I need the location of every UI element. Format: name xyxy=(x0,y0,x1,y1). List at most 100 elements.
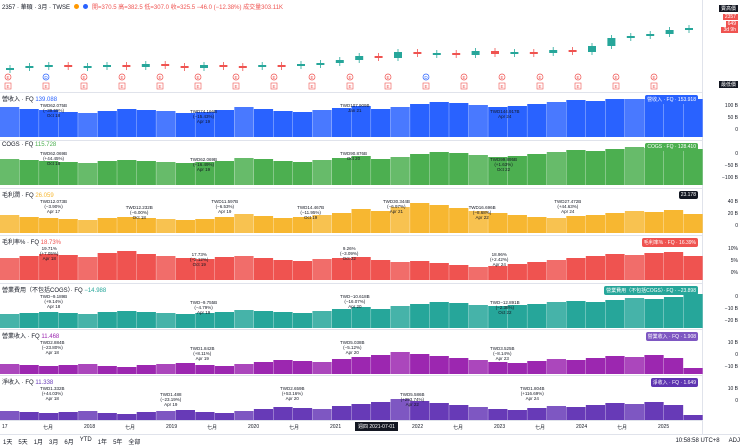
pane-bar[interactable] xyxy=(663,210,684,233)
pane-bar[interactable] xyxy=(410,401,430,420)
pane-bar[interactable] xyxy=(468,267,488,280)
pane-bar[interactable] xyxy=(390,399,410,420)
pane-bar[interactable] xyxy=(605,149,625,185)
range-button[interactable]: 1年 xyxy=(97,439,108,446)
pane-bar[interactable] xyxy=(507,410,527,420)
adj-toggle[interactable]: ADJ xyxy=(728,438,740,444)
pane-bar[interactable] xyxy=(488,266,508,280)
pane-bar[interactable] xyxy=(253,409,274,420)
pane-bar[interactable] xyxy=(449,405,469,420)
pane-bar[interactable] xyxy=(546,406,567,420)
pane-bar[interactable] xyxy=(292,261,313,280)
pane-bar[interactable] xyxy=(214,413,235,420)
pane-bar[interactable] xyxy=(234,158,254,185)
pane-bar[interactable] xyxy=(78,314,98,328)
pane-bar[interactable] xyxy=(19,365,39,374)
pane-bar[interactable] xyxy=(175,113,195,137)
earnings-flag-icon[interactable] xyxy=(270,82,278,90)
pane-bar[interactable] xyxy=(312,110,332,137)
pane-bar[interactable] xyxy=(585,151,606,185)
pane-bar[interactable] xyxy=(19,313,39,328)
pane-bars-margin[interactable] xyxy=(0,236,703,280)
candle[interactable] xyxy=(529,52,538,54)
event-circle-icon[interactable] xyxy=(156,73,164,81)
pane-bar[interactable] xyxy=(117,109,137,137)
pane-bar[interactable] xyxy=(527,262,547,280)
pane-bar[interactable] xyxy=(0,258,20,280)
candle[interactable] xyxy=(64,65,73,67)
earnings-flag-icon[interactable] xyxy=(536,82,544,90)
pane-bars-revenue[interactable] xyxy=(0,93,703,137)
pane-bar[interactable] xyxy=(117,367,137,374)
pane-bar[interactable] xyxy=(449,208,469,233)
pane-bar[interactable] xyxy=(58,313,78,328)
symbol-title[interactable]: 2357 · 華碩 · 3月 · TWSE xyxy=(2,5,71,11)
pane-bar[interactable] xyxy=(136,365,156,374)
pane-bar[interactable] xyxy=(507,264,527,280)
pane-bar[interactable] xyxy=(136,312,156,328)
pane-bar[interactable] xyxy=(488,157,508,185)
range-button[interactable]: 3月 xyxy=(49,439,59,446)
pane-divider[interactable] xyxy=(0,235,703,236)
pane-bar[interactable] xyxy=(390,107,410,137)
candle[interactable] xyxy=(491,51,499,54)
pane-bar[interactable] xyxy=(683,214,703,233)
pane-bar[interactable] xyxy=(19,160,39,185)
pane-bar[interactable] xyxy=(683,415,703,420)
pane-bar[interactable] xyxy=(605,254,625,280)
event-circle-icon[interactable] xyxy=(612,73,620,81)
event-circle-icon[interactable] xyxy=(346,73,354,81)
pane-bar[interactable] xyxy=(234,214,254,233)
pane-bar[interactable] xyxy=(351,106,371,137)
pane-bar[interactable] xyxy=(39,218,59,233)
pane-bar[interactable] xyxy=(78,163,98,185)
event-circle-icon[interactable] xyxy=(4,73,12,81)
pane-bar[interactable] xyxy=(214,161,235,185)
pane-bar[interactable] xyxy=(58,162,78,185)
event-circle-icon[interactable] xyxy=(536,73,544,81)
earnings-flag-icon[interactable] xyxy=(384,82,392,90)
earnings-flag-icon[interactable] xyxy=(232,82,240,90)
pane-bar[interactable] xyxy=(663,147,684,185)
earnings-flag-icon[interactable] xyxy=(612,82,620,90)
pane-bar[interactable] xyxy=(371,159,391,185)
pane-bar[interactable] xyxy=(39,110,59,137)
candle[interactable] xyxy=(200,65,208,68)
pane-divider[interactable] xyxy=(0,140,703,141)
pane-bar[interactable] xyxy=(39,161,59,185)
earnings-flag-icon[interactable] xyxy=(4,82,12,90)
pane-bar[interactable] xyxy=(253,109,274,137)
price-chart[interactable] xyxy=(0,8,703,88)
pane-bar[interactable] xyxy=(449,265,469,280)
pane-bar[interactable] xyxy=(175,220,195,233)
pane-bar[interactable] xyxy=(195,313,215,328)
pane-bar[interactable] xyxy=(195,412,215,420)
pane-bar[interactable] xyxy=(214,110,235,137)
range-button[interactable]: 1天 xyxy=(3,439,13,446)
pane-bar[interactable] xyxy=(312,160,332,185)
pane-bar[interactable] xyxy=(410,104,430,137)
earnings-flag-icon[interactable] xyxy=(194,82,202,90)
pane-bar[interactable] xyxy=(19,217,39,233)
pane-bar[interactable] xyxy=(136,218,156,233)
pane-bar[interactable] xyxy=(0,107,20,137)
pane-bar[interactable] xyxy=(97,111,117,137)
earnings-flag-icon[interactable] xyxy=(42,82,50,90)
pane-title-opex[interactable]: 營業費用（不包括COGS）· FQ −14.988 xyxy=(2,285,106,294)
pane-bar[interactable] xyxy=(273,260,293,280)
pane-bar[interactable] xyxy=(78,411,98,420)
range-button[interactable]: 5年 xyxy=(113,439,123,446)
pane-bar[interactable] xyxy=(175,314,195,328)
pane-bar[interactable] xyxy=(624,211,645,233)
pane-bar[interactable] xyxy=(39,413,59,420)
candle[interactable] xyxy=(6,68,14,70)
candle[interactable] xyxy=(335,60,344,63)
pane-bar[interactable] xyxy=(292,217,313,233)
pane-bar[interactable] xyxy=(19,412,39,420)
event-circle-icon[interactable] xyxy=(194,73,202,81)
range-button[interactable]: 全部 xyxy=(128,439,141,446)
candle[interactable] xyxy=(413,52,422,54)
pane-bar[interactable] xyxy=(273,360,293,374)
pane-bar[interactable] xyxy=(410,261,430,280)
pane-title-margin[interactable]: 毛利率% · FQ 18.73% xyxy=(2,237,61,246)
